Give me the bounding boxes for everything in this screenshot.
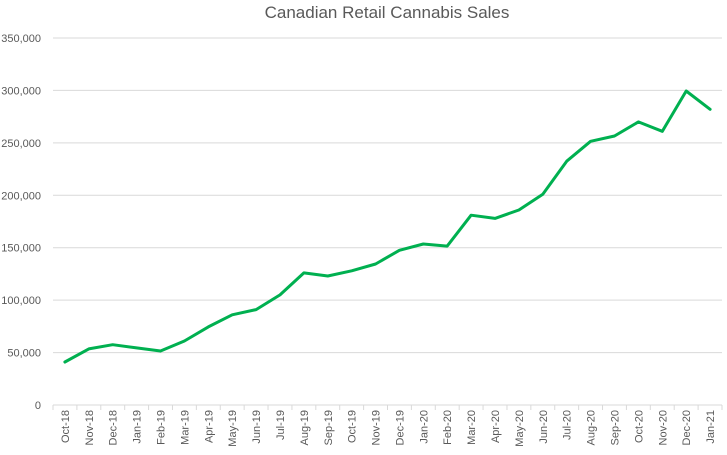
x-axis — [52, 404, 723, 410]
x-tick-label: Sep-20 — [609, 410, 621, 445]
gridlines — [53, 37, 722, 354]
series-line — [63, 89, 712, 364]
x-tick-label: Jun-20 — [538, 410, 550, 444]
y-tick-label: 150,000 — [1, 243, 41, 255]
x-tick-label: May-19 — [227, 410, 239, 447]
plot-area — [63, 89, 712, 364]
x-tick-label: Mar-19 — [179, 410, 191, 445]
x-tick-label: Jul-20 — [562, 410, 574, 440]
y-axis-ticks: 0 50,000 100,000 150,000 200,000 250,000 300,0… — [1, 33, 41, 412]
x-tick-label: Jan-20 — [418, 410, 430, 444]
x-axis-ticks: Oct-18 Nov-18 Dec-18 Jan-19 Feb-19 Mar-19 Apr-… — [60, 410, 717, 447]
x-tick-label: Nov-19 — [371, 410, 383, 445]
y-tick-label: 0 — [35, 400, 41, 412]
chart-title: Canadian Retail Cannabis Sales — [265, 3, 510, 22]
x-tick-label: Nov-18 — [84, 410, 96, 445]
x-tick-label: Oct-20 — [633, 410, 645, 443]
x-tick-label: Jul-19 — [275, 410, 287, 440]
x-tick-label: Aug-20 — [586, 410, 598, 445]
x-tick-label: Nov-20 — [657, 410, 669, 445]
x-tick-label: Apr-19 — [203, 410, 215, 443]
x-tick-label: Sep-19 — [323, 410, 335, 445]
x-tick-label: Aug-19 — [299, 410, 311, 445]
x-tick-label: May-20 — [514, 410, 526, 447]
x-tick-label: Dec-20 — [681, 410, 693, 445]
y-tick-label: 200,000 — [1, 190, 41, 202]
x-tick-label: Jun-19 — [251, 410, 263, 444]
x-tick-label: Dec-18 — [108, 410, 120, 445]
x-tick-label: Feb-19 — [156, 410, 168, 445]
x-tick-label: Oct-18 — [60, 410, 72, 443]
x-tick-label: Oct-19 — [347, 410, 359, 443]
y-tick-label: 250,000 — [1, 138, 41, 150]
x-tick-label: Feb-20 — [442, 410, 454, 445]
y-tick-label: 350,000 — [1, 33, 41, 45]
y-tick-label: 300,000 — [1, 85, 41, 97]
y-tick-label: 50,000 — [7, 348, 41, 360]
y-tick-label: 100,000 — [1, 295, 41, 307]
x-tick-label: Jan-21 — [705, 410, 717, 444]
x-tick-label: Apr-20 — [490, 410, 502, 443]
x-tick-label: Jan-19 — [132, 410, 144, 444]
x-tick-label: Dec-19 — [394, 410, 406, 445]
x-tick-label: Mar-20 — [466, 410, 478, 445]
